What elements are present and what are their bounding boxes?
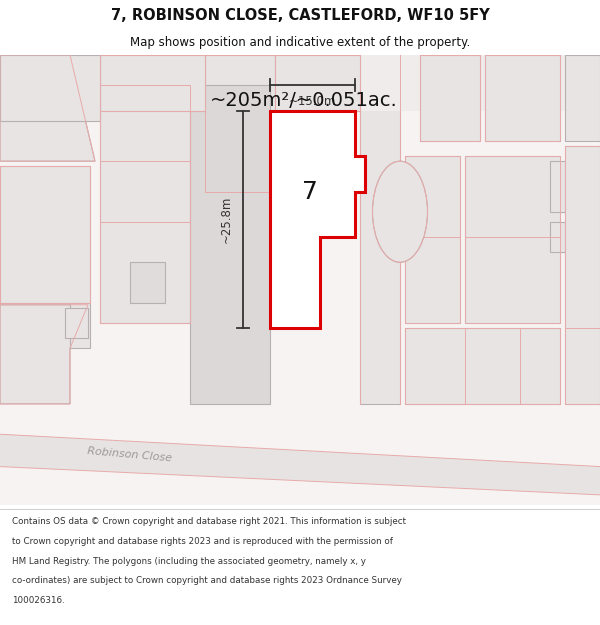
Text: ~25.8m: ~25.8m — [220, 196, 233, 243]
Polygon shape — [550, 222, 600, 253]
Text: 7: 7 — [302, 179, 318, 204]
Polygon shape — [0, 305, 88, 404]
Text: HM Land Registry. The polygons (including the associated geometry, namely x, y: HM Land Registry. The polygons (includin… — [12, 557, 366, 566]
Polygon shape — [465, 156, 560, 323]
Ellipse shape — [373, 161, 427, 262]
Text: Contains OS data © Crown copyright and database right 2021. This information is : Contains OS data © Crown copyright and d… — [12, 517, 406, 526]
Polygon shape — [65, 308, 88, 338]
Polygon shape — [485, 55, 560, 141]
Polygon shape — [100, 86, 190, 323]
Text: Robinson Close: Robinson Close — [87, 446, 173, 463]
Polygon shape — [550, 161, 600, 212]
Text: to Crown copyright and database rights 2023 and is reproduced with the permissio: to Crown copyright and database rights 2… — [12, 537, 393, 546]
Text: 100026316.: 100026316. — [12, 596, 65, 605]
Text: co-ordinates) are subject to Crown copyright and database rights 2023 Ordnance S: co-ordinates) are subject to Crown copyr… — [12, 576, 402, 586]
Text: 7, ROBINSON CLOSE, CASTLEFORD, WF10 5FY: 7, ROBINSON CLOSE, CASTLEFORD, WF10 5FY — [110, 8, 490, 23]
Polygon shape — [275, 55, 360, 111]
Polygon shape — [360, 55, 400, 404]
Polygon shape — [70, 302, 90, 348]
Polygon shape — [205, 55, 275, 191]
Polygon shape — [0, 55, 100, 121]
Text: ~205m²/~0.051ac.: ~205m²/~0.051ac. — [210, 91, 398, 110]
Text: Map shows position and indicative extent of the property.: Map shows position and indicative extent… — [130, 36, 470, 49]
Text: ~15.0m: ~15.0m — [289, 96, 336, 109]
Polygon shape — [565, 146, 600, 404]
Polygon shape — [405, 328, 560, 404]
Polygon shape — [0, 55, 95, 161]
Polygon shape — [0, 434, 600, 495]
Polygon shape — [0, 166, 90, 302]
Polygon shape — [190, 86, 270, 404]
Polygon shape — [565, 55, 600, 141]
Polygon shape — [205, 55, 600, 111]
Polygon shape — [100, 55, 205, 111]
Polygon shape — [420, 55, 480, 141]
Polygon shape — [270, 111, 365, 328]
Polygon shape — [405, 156, 460, 323]
Polygon shape — [130, 262, 165, 302]
